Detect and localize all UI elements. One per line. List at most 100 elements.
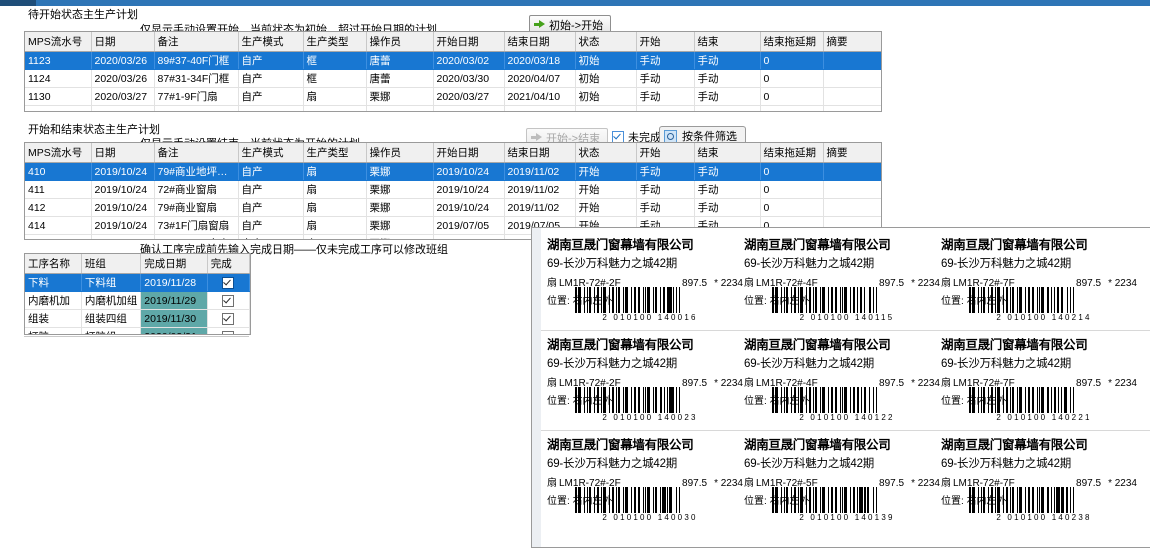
barcode-label[interactable]: 湖南亘晟门窗幕墙有限公司 69-长沙万科魅力之城42期扇 LM1R-72#-2F 89… [547, 434, 743, 534]
table-cell[interactable]: 手动 [636, 180, 695, 199]
table-cell[interactable]: 2020/03/27 [433, 87, 505, 106]
table-cell[interactable]: 2019/11/01 [91, 234, 155, 239]
process-name[interactable]: 组装 [25, 309, 82, 328]
table-row[interactable]: 1130 2020/03/27 77#1-9F门扇 自产扇栗娜 2020/03/27 20… [25, 87, 881, 106]
table-cell[interactable]: 初始 [575, 51, 637, 70]
completion-date[interactable]: 2020/03/31 [140, 327, 208, 334]
column-header[interactable]: 结束拖延期 [760, 32, 824, 52]
team-name[interactable]: 下料组 [81, 273, 142, 292]
table-cell[interactable]: 初始 [575, 87, 637, 106]
table-cell[interactable]: 自产 [238, 216, 304, 235]
completion-checkbox-cell[interactable] [207, 309, 250, 328]
column-header[interactable]: 班组 [81, 254, 142, 274]
table-cell[interactable]: 0 [760, 198, 824, 217]
table-cell[interactable]: 唐蕾 [366, 51, 434, 70]
table-cell[interactable]: 1130 [25, 87, 92, 106]
team-name[interactable]: 内磨机加组 [81, 291, 142, 310]
barcode-label[interactable]: 湖南亘晟门窗幕墙有限公司 69-长沙万科魅力之城42期扇 LM1R-72#-5F 89… [744, 434, 940, 534]
column-header[interactable]: 状态 [575, 32, 637, 52]
table-cell[interactable]: 0 [760, 162, 824, 181]
table-cell[interactable]: 框 [303, 69, 367, 88]
table-cell[interactable]: 2019/11/02 [504, 162, 576, 181]
checkbox-unchecked-icon[interactable] [222, 330, 235, 334]
column-header[interactable]: 备注 [154, 32, 239, 52]
table-cell[interactable]: 扇 [303, 216, 367, 235]
table-cell[interactable]: 2020/04/07 [504, 69, 576, 88]
checkbox-checked-icon[interactable] [222, 276, 235, 289]
column-header[interactable]: 开始日期 [433, 143, 505, 163]
completion-checkbox-cell[interactable] [207, 291, 250, 310]
table-cell[interactable]: 手动 [636, 162, 695, 181]
table-cell[interactable]: 手动 [636, 198, 695, 217]
table-cell[interactable]: 扇 [303, 180, 367, 199]
table-cell[interactable]: 扇 [303, 162, 367, 181]
table-cell[interactable]: 栗娜 [366, 162, 434, 181]
table-cell[interactable]: 手动 [636, 51, 695, 70]
table-cell[interactable]: 栗娜 [366, 87, 434, 106]
table-cell[interactable]: 2020/03/30 [433, 69, 505, 88]
column-header[interactable]: 开始日期 [433, 32, 505, 52]
barcode-label[interactable]: 湖南亘晟门窗幕墙有限公司 69-长沙万科魅力之城42期扇 LM1R-72#-7F 89… [941, 434, 1137, 534]
table-cell[interactable]: 扇 [303, 234, 367, 239]
team-name[interactable]: 组装四组 [81, 309, 142, 328]
table-cell[interactable]: 唐蕾 [366, 69, 434, 88]
filter-by-condition-tab[interactable]: 按条件筛选 [659, 126, 746, 145]
completion-checkbox-cell[interactable] [207, 327, 250, 334]
table-cell[interactable]: 2020/03/27 [91, 87, 155, 106]
column-header[interactable]: 摘要 [823, 32, 881, 52]
column-header[interactable]: 结束日期 [504, 32, 576, 52]
completion-date[interactable]: 2019/11/28 [140, 273, 208, 292]
table-row[interactable]: 410 2019/10/24 79#商业地坪… 自产扇栗娜 2019/10/24 2019… [25, 162, 881, 181]
table-cell[interactable]: 0 [760, 180, 824, 199]
table-cell[interactable]: 2019/10/24 [433, 162, 505, 181]
column-header[interactable]: 生产类型 [303, 32, 367, 52]
table-cell[interactable]: 0 [760, 69, 824, 88]
completion-checkbox-cell[interactable] [207, 273, 250, 292]
process-grid-body[interactable]: 下料 下料组 2019/11/28 内磨机加 内磨机加组 2019/11/29 组装 组装四组… [25, 273, 250, 334]
pending-grid-body[interactable]: 1123 2020/03/26 89#37-40F门框 自产框唐蕾 2020/03/02… [25, 51, 881, 111]
table-cell[interactable]: 栗娜 [366, 216, 434, 235]
process-name[interactable]: 内磨机加 [25, 291, 82, 310]
process-steps-grid[interactable]: 工序名称 班组 完成日期 完成 下料 下料组 2019/11/28 内磨机加 内磨机加组 201… [24, 253, 251, 335]
table-cell[interactable]: 2019/10/24 [91, 180, 155, 199]
table-cell[interactable]: 2020/03/02 [433, 51, 505, 70]
table-row[interactable]: 1123 2020/03/26 89#37-40F门框 自产框唐蕾 2020/03/02… [25, 51, 881, 70]
table-cell[interactable]: 手动 [636, 69, 695, 88]
table-cell[interactable]: 开始 [575, 180, 637, 199]
table-cell[interactable]: 77#1-9F门扇 [154, 87, 239, 106]
table-cell[interactable]: 手动 [694, 87, 761, 106]
barcode-label[interactable]: 湖南亘晟门窗幕墙有限公司 69-长沙万科魅力之城42期扇 LM1R-72#-2F 89… [547, 234, 743, 334]
table-cell[interactable]: 初始 [575, 69, 637, 88]
table-row[interactable]: 411 2019/10/24 72#商业窗扇 自产扇栗娜 2019/10/24 2019/… [25, 180, 881, 199]
table-cell[interactable]: 2020/03/26 [91, 69, 155, 88]
table-cell[interactable]: 手动 [694, 198, 761, 217]
table-cell[interactable]: 手动 [694, 162, 761, 181]
started-plans-grid[interactable]: MPS流水号 日期 备注 生产模式 生产类型 操作员 开始日期 结束日期 状态 开始 结束 结束拖延期… [24, 142, 882, 240]
table-row[interactable]: 内磨机加 内磨机加组 2019/11/29 [25, 291, 250, 310]
table-cell[interactable] [823, 198, 881, 217]
table-cell[interactable]: 扇 [303, 87, 367, 106]
column-header[interactable]: 备注 [154, 143, 239, 163]
table-row[interactable]: 412 2019/10/24 79#商业窗扇 自产扇栗娜 2019/10/24 2019/… [25, 198, 881, 217]
table-cell[interactable]: 自产 [238, 198, 304, 217]
column-header[interactable]: 操作员 [366, 32, 434, 52]
column-header[interactable]: 工序名称 [25, 254, 82, 274]
table-cell[interactable]: 1124 [25, 69, 92, 88]
completion-date[interactable]: 2019/11/30 [140, 309, 208, 328]
table-cell[interactable]: 72#商业窗扇 [154, 180, 239, 199]
completion-date[interactable]: 2019/11/29 [140, 291, 208, 310]
checkbox-checked-icon[interactable] [222, 294, 235, 307]
barcode-label[interactable]: 湖南亘晟门窗幕墙有限公司 69-长沙万科魅力之城42期扇 LM1R-72#-4F 89… [744, 334, 940, 434]
table-cell[interactable]: 2019/11/08 [433, 234, 505, 239]
table-cell[interactable]: 79#商业窗扇 [154, 198, 239, 217]
column-header[interactable]: 完成 [207, 254, 250, 274]
column-header[interactable]: 生产模式 [238, 32, 304, 52]
column-header[interactable]: MPS流水号 [25, 143, 92, 163]
column-header[interactable]: 生产类型 [303, 143, 367, 163]
column-header[interactable]: 日期 [91, 32, 155, 52]
table-cell[interactable]: 2021/04/10 [504, 87, 576, 106]
column-header[interactable]: MPS流水号 [25, 32, 92, 52]
table-cell[interactable]: 79#商业地坪… [154, 162, 239, 181]
table-cell[interactable]: 手动 [694, 180, 761, 199]
label-print-preview[interactable]: 湖南亘晟门窗幕墙有限公司 69-长沙万科魅力之城42期扇 LM1R-72#-2F 89… [531, 227, 1150, 548]
